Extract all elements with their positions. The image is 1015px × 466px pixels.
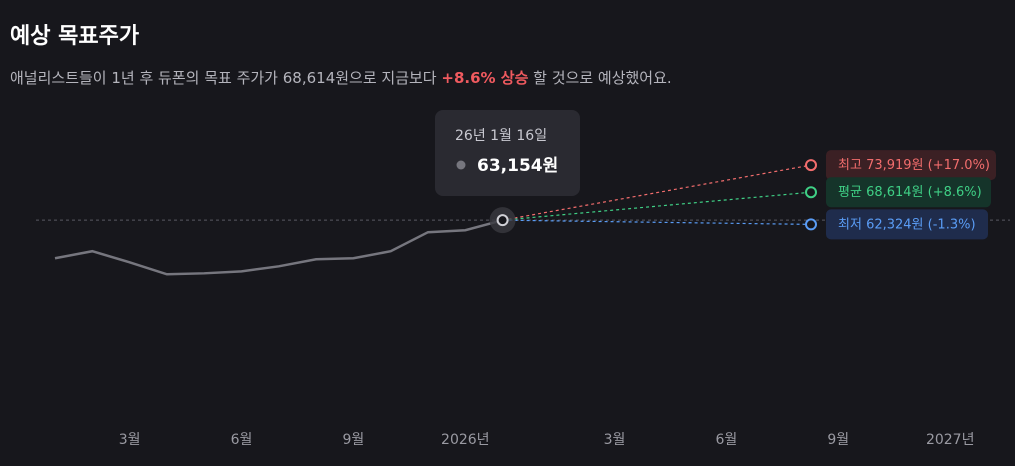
x-tick-label: 3월: [604, 432, 626, 448]
x-tick-label: 9월: [343, 432, 365, 448]
target-point: [805, 218, 817, 231]
target-label-text: 최고 73,919원 (+17.0%): [838, 158, 990, 173]
target-label: 평균 68,614원 (+8.6%): [826, 177, 991, 208]
tooltip-dot: [456, 160, 466, 170]
x-tick-label: 2027년: [926, 432, 975, 448]
target-value: 62,324원: [866, 217, 923, 232]
price-line: [54, 218, 503, 276]
target-name: 평균: [838, 185, 862, 200]
target-line: [502, 164, 812, 221]
target-label-bg: [826, 177, 991, 208]
x-tick-label: 9월: [827, 432, 849, 448]
tooltip-date: 26년 1월 16일: [455, 128, 547, 144]
x-tick-label: 2026년: [441, 432, 490, 448]
target-point: [805, 159, 817, 172]
target-change: (-1.3%): [928, 217, 976, 232]
target-line: [502, 191, 812, 221]
subtitle: 애널리스트들이 1년 후 듀폰의 목표 주가가 68,614원으로 지금보다 +…: [10, 69, 672, 87]
target-value: 68,614원: [866, 185, 923, 200]
subtitle-text: 애널리스트들이 1년 후 듀폰의 목표 주가가 68,614원으로 지금보다: [10, 69, 441, 87]
chart-title: 예상 목표주가: [10, 24, 139, 49]
subtitle-highlight: +8.6% 상승: [441, 69, 528, 87]
tooltip-value: 63,154원: [477, 156, 558, 176]
x-tick-label: 3월: [119, 432, 141, 448]
target-label: 최저 62,324원 (-1.3%): [826, 209, 988, 240]
target-label-text: 평균 68,614원 (+8.6%): [838, 185, 982, 200]
target-point: [805, 186, 817, 199]
target-line: [502, 219, 812, 226]
target-value: 73,919원: [866, 158, 923, 173]
target-name: 최저: [838, 217, 862, 232]
hover-point: [496, 214, 509, 227]
target-change: (+17.0%): [928, 158, 990, 173]
target-name: 최고: [838, 158, 862, 173]
tooltip-bg: [435, 110, 580, 196]
subtitle-text: 할 것으로 예상했어요.: [528, 69, 671, 87]
target-label-bg: [826, 150, 996, 181]
target-label: 최고 73,919원 (+17.0%): [826, 150, 996, 181]
target-label-text: 최저 62,324원 (-1.3%): [838, 217, 976, 232]
x-tick-label: 6월: [716, 432, 738, 448]
target-change: (+8.6%): [928, 185, 982, 200]
target-label-bg: [826, 209, 988, 240]
x-tick-label: 6월: [231, 432, 253, 448]
